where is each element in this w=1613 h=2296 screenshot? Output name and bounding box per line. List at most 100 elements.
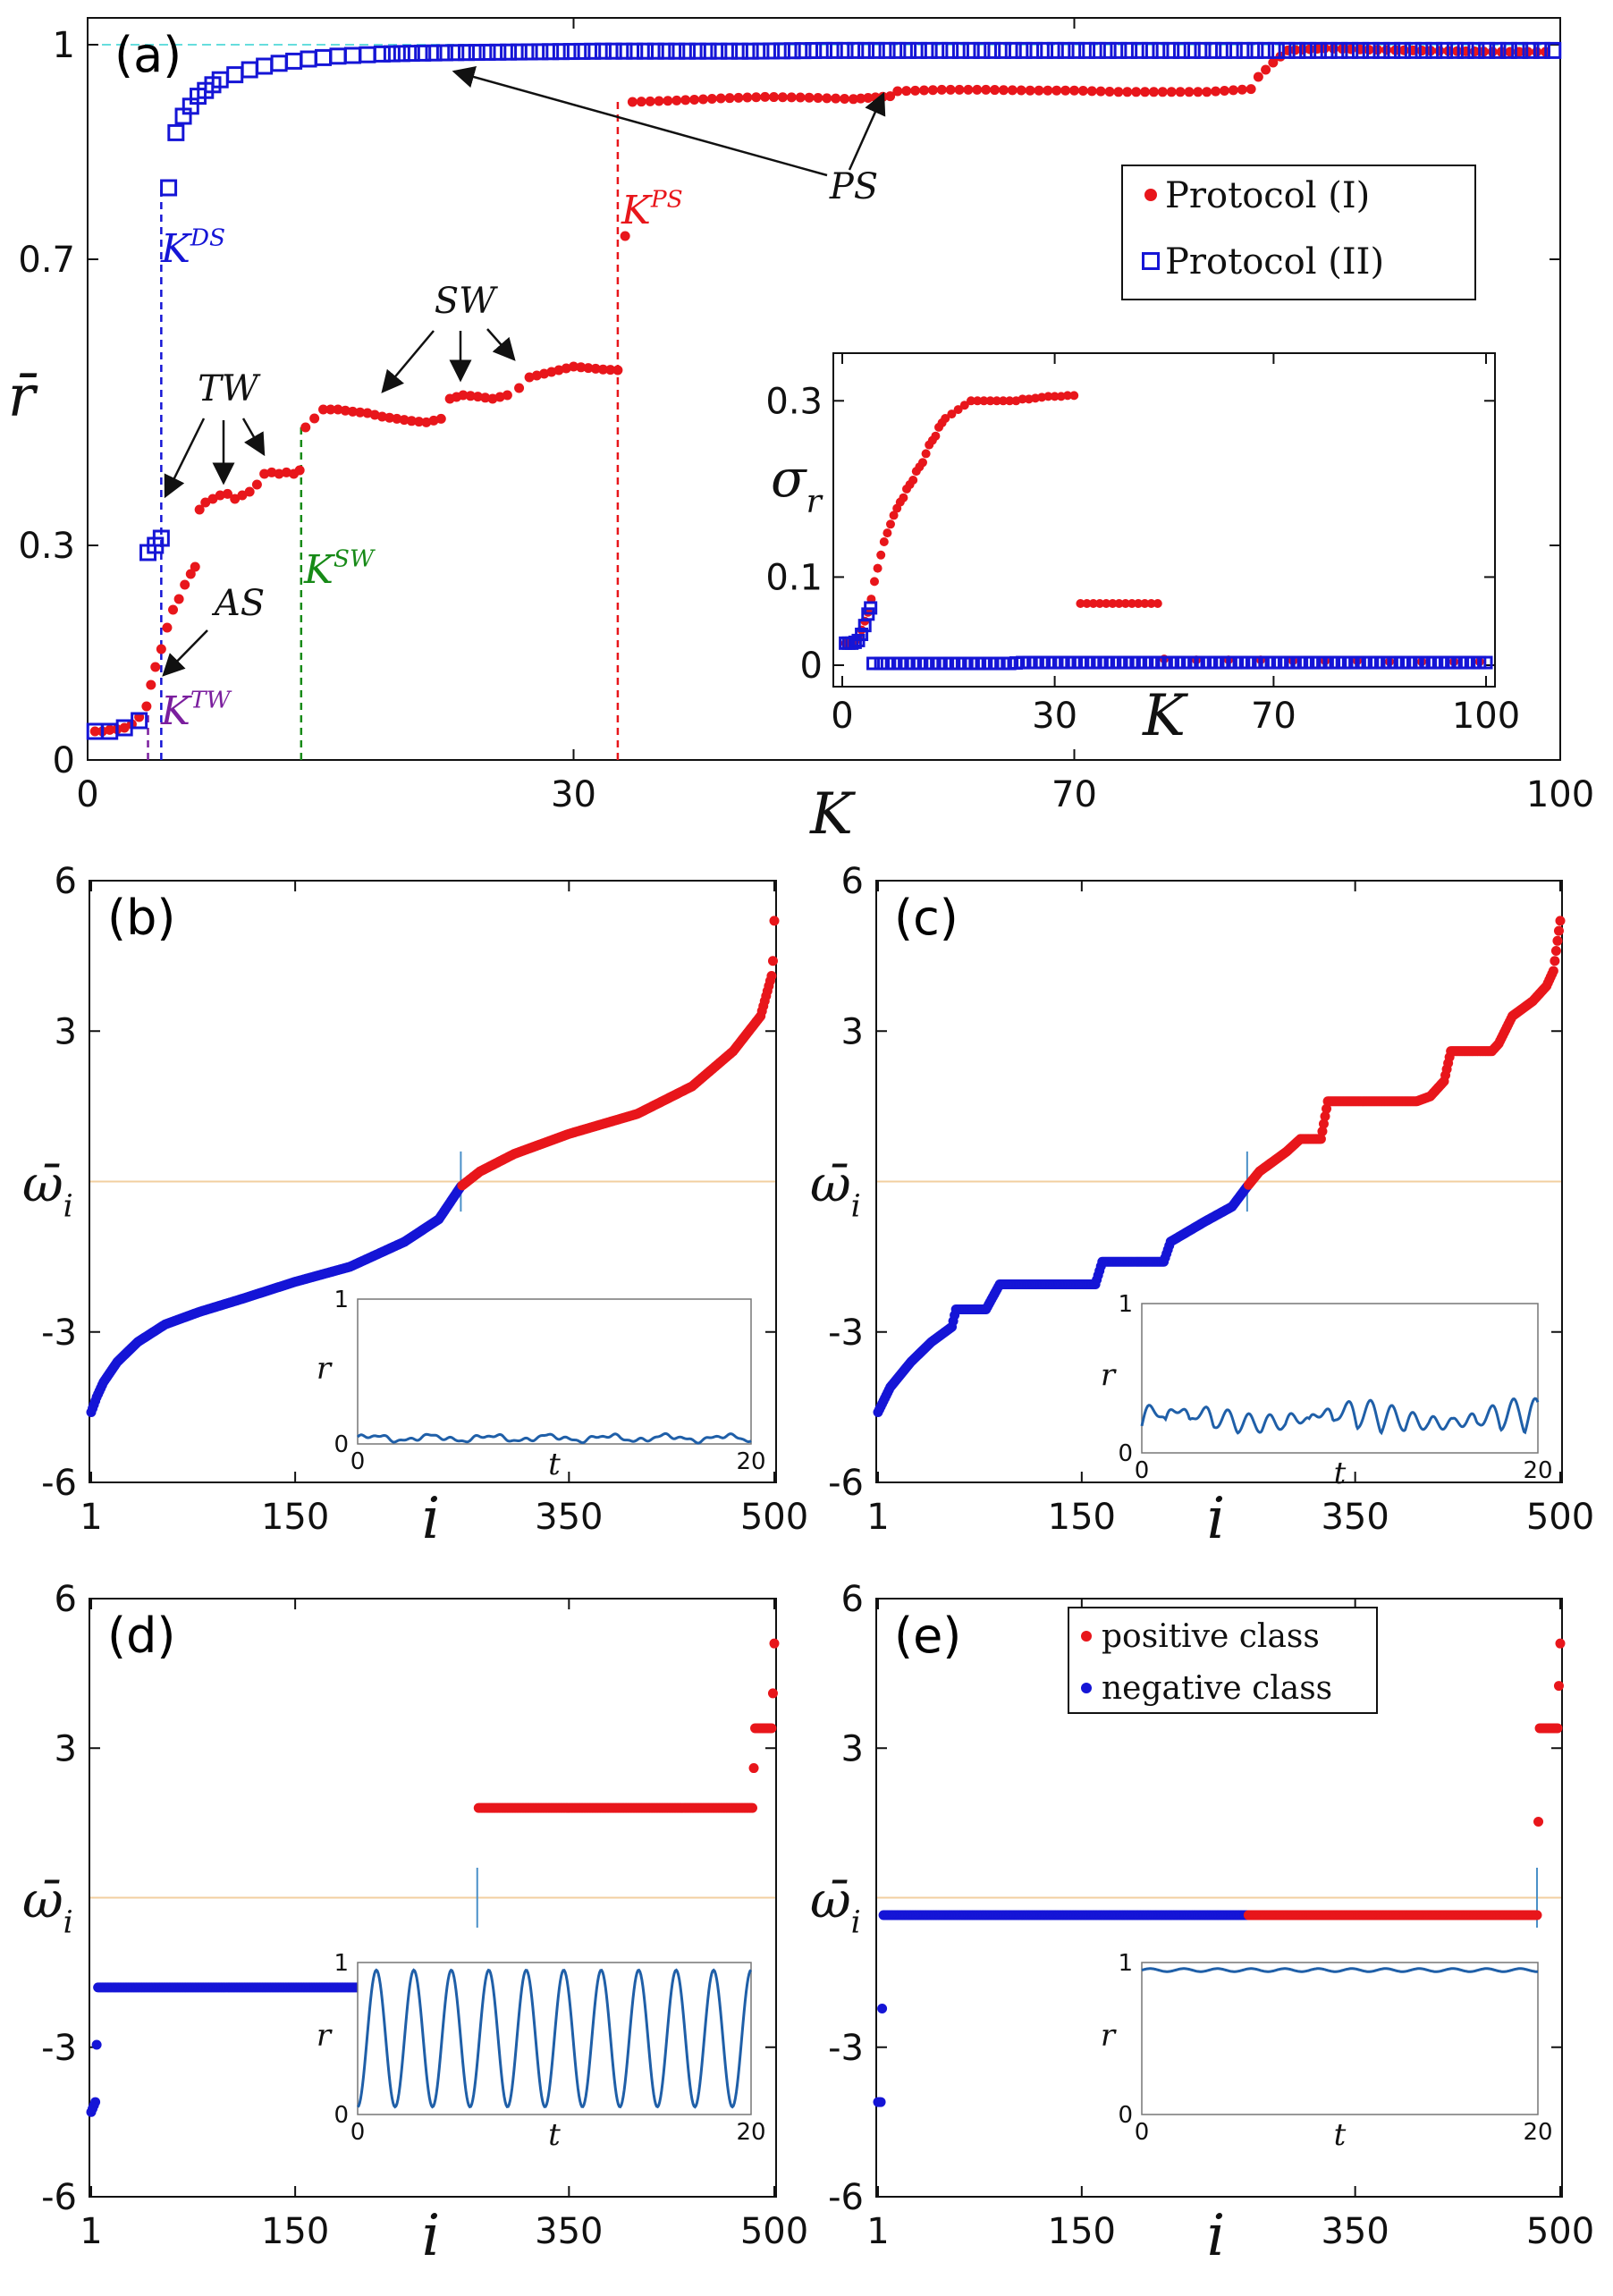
protocol-2-point	[604, 42, 622, 60]
protocol-2-point	[447, 44, 465, 62]
inset-protocol-1-point	[947, 409, 957, 419]
x-tick-label: 30	[1032, 696, 1077, 737]
protocol-1-point	[1016, 85, 1026, 96]
protocol-2-point	[1394, 41, 1412, 59]
protocol-2-point	[562, 43, 580, 61]
omega-point	[1550, 946, 1561, 957]
protocol-1-point	[1068, 85, 1079, 96]
protocol-2-point	[383, 45, 401, 63]
x-axis-label: K	[809, 781, 856, 848]
inset-x-tick: 0	[1135, 1457, 1150, 1484]
protocol-1-point	[1261, 64, 1271, 75]
inset-r-curve	[356, 1431, 752, 1445]
x-tick-label: 1	[866, 1497, 889, 1538]
protocol-1-point	[355, 407, 366, 418]
panel-b-frame	[89, 880, 777, 1483]
protocol-1-point	[1246, 84, 1256, 95]
omega-point	[1315, 1134, 1326, 1144]
protocol-1-point	[266, 467, 277, 477]
protocol-2-point	[794, 42, 812, 60]
inset-protocol-2-point	[1479, 655, 1493, 670]
protocol-1-point	[856, 93, 866, 104]
y-tick-label: -3	[828, 2028, 864, 2069]
protocol-2-point	[1299, 41, 1317, 59]
omega-point	[1322, 1103, 1332, 1114]
protocol-2-point	[510, 43, 528, 61]
protocol-2-point	[542, 43, 560, 61]
protocol-2-point	[256, 57, 274, 75]
panel-d-frame	[89, 1598, 777, 2198]
protocol-2-point	[1309, 41, 1327, 59]
protocol-2-point	[1533, 41, 1550, 59]
omega-point	[1548, 966, 1558, 976]
y-tick-label: -6	[41, 1463, 77, 1504]
protocol-2-point	[1130, 41, 1148, 59]
protocol-1-point	[251, 479, 262, 490]
x-tick-label: 70	[1251, 696, 1296, 737]
x-tick-label: 500	[740, 1497, 808, 1538]
panel-c-frame	[875, 880, 1563, 1483]
protocol-2-point	[594, 42, 612, 60]
protocol-1-point	[1228, 85, 1238, 96]
protocol-2-point	[1046, 41, 1064, 59]
protocol-1-point	[998, 85, 1009, 96]
inset-y-label: r	[1101, 1358, 1117, 1394]
inset-protocol-1-point	[992, 396, 1001, 406]
x-tick-label: 0	[831, 696, 853, 737]
x-axis-label: i	[1207, 2203, 1225, 2269]
protocol-1-point	[715, 93, 726, 104]
protocol-2-point	[783, 42, 801, 60]
panel-label-c: (c)	[894, 890, 959, 946]
y-axis-label: ω̄i	[22, 1872, 73, 1941]
inset-x-label: t	[1334, 1456, 1347, 1491]
protocol-2-point	[615, 42, 633, 60]
inset-background	[833, 353, 1495, 687]
protocol-1-point	[786, 92, 797, 103]
protocol-1-point	[627, 97, 638, 107]
protocol-1-point	[561, 363, 571, 374]
annotation-sw: SW	[435, 281, 498, 322]
protocol-2-point	[270, 55, 288, 72]
inset-x-tick: 0	[1135, 2119, 1150, 2146]
protocol-1-point	[822, 93, 832, 104]
protocol-2-point	[226, 66, 244, 84]
x-tick-label: 500	[1526, 1497, 1594, 1538]
protocol-1-point	[892, 86, 903, 97]
protocol-1-point	[1034, 85, 1044, 96]
threshold-label-ps: KPS	[621, 186, 683, 233]
protocol-2-point	[973, 41, 991, 59]
y-tick-label: 3	[55, 1011, 77, 1052]
omega-point	[1550, 956, 1560, 967]
protocol-2-point	[1467, 41, 1485, 59]
protocol-2-point	[531, 43, 549, 61]
inset-protocol-1-point	[999, 396, 1008, 406]
y-tick-label: 0.3	[765, 381, 823, 422]
omega-point	[769, 1638, 780, 1649]
protocol-2-point	[773, 42, 790, 60]
y-tick-label: 6	[841, 861, 864, 902]
inset-y-label: r	[317, 1351, 333, 1387]
y-tick-label: 0.3	[18, 526, 75, 567]
protocol-1-point	[274, 468, 284, 479]
protocol-2-point	[626, 42, 644, 60]
inset-y-tick: 0	[334, 2102, 349, 2129]
protocol-1-point	[760, 91, 771, 102]
panel-label-b: (b)	[107, 890, 175, 946]
x-tick-label: 350	[535, 2211, 603, 2252]
protocol-1-point	[1095, 86, 1106, 97]
protocol-2-point	[1320, 41, 1338, 59]
protocol-1-point	[230, 494, 241, 504]
protocol-2-point	[152, 529, 170, 547]
omega-point	[1552, 935, 1563, 946]
inset-protocol-1-point	[1120, 599, 1130, 608]
protocol-1-point	[162, 622, 173, 633]
protocol-1-point	[1157, 87, 1168, 97]
protocol-1-point	[990, 85, 1001, 96]
inset-r-curve	[356, 1968, 753, 2109]
panel-d: 1 150 350 500 -6 -3 3 6 (d) i ω̄i 0 20 0 1 t r	[22, 1579, 808, 2269]
protocol-1-point	[831, 93, 841, 104]
protocol-1-point	[200, 497, 211, 508]
omega-point	[1555, 1638, 1566, 1649]
protocol-1-point	[1193, 87, 1203, 97]
protocol-1-point	[1086, 86, 1097, 97]
